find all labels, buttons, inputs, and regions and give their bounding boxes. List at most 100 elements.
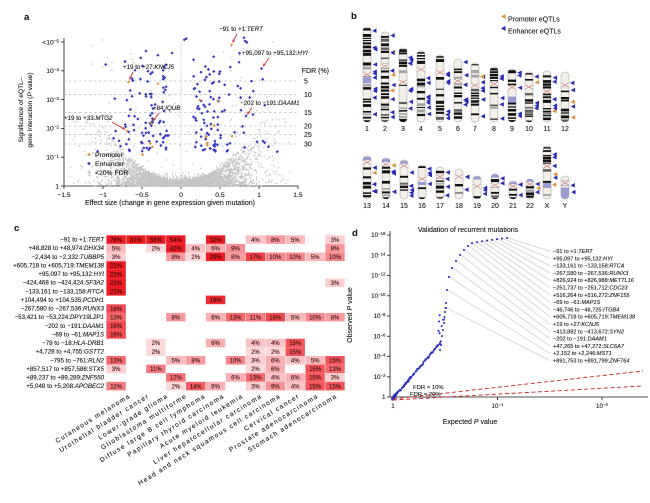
svg-text:6%: 6% [211, 315, 220, 321]
svg-text:−0.5: −0.5 [135, 192, 149, 199]
svg-text:0: 0 [179, 192, 183, 199]
svg-text:5%: 5% [112, 246, 121, 252]
svg-text:6: 6 [456, 126, 460, 133]
svg-text:10−4: 10−4 [46, 67, 59, 75]
svg-text:+47,265 to +47,272:SLC6A7: +47,265 to +47,272:SLC6A7 [553, 344, 625, 350]
svg-text:8: 8 [492, 126, 496, 133]
svg-text:3%: 3% [112, 367, 121, 373]
svg-text:+605,718 to +605,719:TMEM138: +605,718 to +605,719:TMEM138 [553, 315, 636, 321]
svg-text:3%: 3% [331, 376, 340, 382]
svg-text:10−2: 10−2 [46, 125, 59, 133]
svg-text:17%: 17% [249, 255, 262, 261]
svg-text:1: 1 [382, 394, 386, 401]
svg-text:<20% FDR: <20% FDR [95, 170, 129, 177]
svg-text:16%: 16% [269, 315, 282, 321]
svg-text:4%: 4% [291, 384, 300, 390]
svg-text:22: 22 [526, 203, 534, 210]
svg-text:15%: 15% [329, 384, 342, 390]
svg-text:5: 5 [304, 79, 308, 86]
svg-text:15: 15 [400, 203, 408, 210]
svg-text:3%: 3% [251, 359, 260, 365]
svg-text:10: 10 [525, 126, 533, 133]
svg-text:9: 9 [510, 126, 514, 133]
svg-text:3: 3 [401, 126, 405, 133]
svg-text:−267,580 to −267,536:RUNX3: −267,580 to −267,536:RUNX3 [553, 271, 629, 277]
svg-text:15%: 15% [289, 350, 302, 356]
svg-text:Enhancer: Enhancer [95, 161, 125, 168]
svg-text:+19 to +27:KCNJ5: +19 to +27:KCNJ5 [553, 322, 600, 328]
svg-text:10%: 10% [289, 255, 302, 261]
svg-text:20: 20 [304, 124, 312, 131]
svg-text:8%: 8% [231, 255, 240, 261]
svg-text:+891,753 to +891,799:ZNF764: +891,753 to +891,799:ZNF764 [553, 359, 630, 365]
svg-text:30: 30 [304, 142, 312, 149]
svg-text:13%: 13% [249, 376, 262, 382]
svg-text:1: 1 [55, 183, 59, 190]
svg-text:+89,237 to +89,289:ZNF550: +89,237 to +89,289:ZNF550 [26, 375, 104, 382]
svg-text:10−12: 10−12 [371, 272, 386, 280]
svg-text:−202 to −191:DAAM1: −202 to −191:DAAM1 [553, 337, 607, 343]
svg-text:4%: 4% [251, 238, 260, 244]
svg-text:4%: 4% [271, 376, 280, 382]
svg-text:8%: 8% [331, 246, 340, 252]
svg-text:Promoter: Promoter [95, 152, 124, 159]
svg-text:9%: 9% [231, 246, 240, 252]
svg-text:2%: 2% [152, 246, 161, 252]
svg-text:19%: 19% [210, 298, 223, 304]
svg-text:21%: 21% [110, 264, 123, 270]
svg-text:58%: 58% [150, 238, 163, 244]
svg-text:15%: 15% [309, 384, 322, 390]
svg-text:10−3: 10−3 [46, 96, 59, 104]
svg-text:FDR (%): FDR (%) [302, 68, 329, 75]
svg-text:+857,517 to +857,586:STX5: +857,517 to +857,586:STX5 [26, 366, 104, 373]
svg-text:+19 to +27:KNCJ5: +19 to +27:KNCJ5 [123, 64, 174, 71]
svg-text:b: b [351, 11, 357, 22]
svg-text:Y: Y [563, 203, 568, 210]
svg-text:4%: 4% [191, 246, 200, 252]
svg-text:−202 to −191:DAAM1: −202 to −191:DAAM1 [44, 323, 104, 330]
svg-text:+826,924 to +826,988:METTL16: +826,924 to +826,988:METTL16 [553, 278, 635, 284]
svg-text:10%: 10% [269, 255, 282, 261]
svg-text:Enhancer eQTLs: Enhancer eQTLs [508, 29, 561, 36]
svg-text:+95,097 to +95,132:HYI: +95,097 to +95,132:HYI [38, 271, 104, 278]
svg-text:4%: 4% [271, 341, 280, 347]
svg-text:15: 15 [304, 110, 312, 117]
svg-text:−78 to −18:HLA-DRB1: −78 to −18:HLA-DRB1 [42, 340, 104, 347]
svg-text:11%: 11% [150, 367, 162, 373]
svg-text:8%: 8% [171, 255, 180, 261]
svg-text:5%: 5% [311, 359, 320, 365]
svg-text:13%: 13% [110, 315, 123, 321]
svg-text:−69 to −61:MAP1S: −69 to −61:MAP1S [52, 331, 105, 338]
svg-text:10−16: 10−16 [371, 231, 386, 239]
svg-text:1.5: 1.5 [293, 192, 303, 199]
svg-text:32%: 32% [210, 238, 223, 244]
svg-text:10−8: 10−8 [374, 312, 386, 320]
svg-text:−133,161 to −133,158:RTCA: −133,161 to −133,158:RTCA [25, 288, 104, 295]
svg-text:Expected P value: Expected P value [443, 419, 498, 426]
svg-text:1: 1 [365, 126, 369, 133]
svg-text:1: 1 [391, 403, 395, 410]
svg-text:2%: 2% [152, 350, 161, 356]
svg-text:gene interaction (P value): gene interaction (P value) [27, 72, 34, 147]
svg-text:10: 10 [304, 92, 312, 99]
svg-text:+48,828 to +48,974:DHX34: +48,828 to +48,974:DHX34 [29, 245, 105, 252]
svg-text:20: 20 [491, 203, 499, 210]
svg-text:6%: 6% [211, 246, 220, 252]
svg-text:4%: 4% [251, 341, 260, 347]
svg-text:2%: 2% [251, 367, 260, 373]
svg-text:15%: 15% [329, 359, 342, 365]
svg-text:2%: 2% [191, 255, 200, 261]
svg-text:+605,718 to +605,719:TMEM138: +605,718 to +605,719:TMEM138 [13, 263, 104, 270]
svg-text:0.5: 0.5 [215, 192, 225, 199]
svg-text:14: 14 [382, 203, 390, 210]
svg-text:10−10: 10−10 [371, 292, 386, 300]
svg-text:−91 to +1:TERT: −91 to +1:TERT [60, 237, 105, 244]
svg-text:6%: 6% [271, 367, 280, 373]
svg-text:−1.5: −1.5 [57, 192, 71, 199]
svg-text:6%: 6% [291, 376, 300, 382]
svg-text:−53,421 to −53,224:DPY19L2P1: −53,421 to −53,224:DPY19L2P1 [15, 314, 104, 321]
svg-text:10−1: 10−1 [46, 154, 59, 162]
svg-text:+4,728 to +4,755:GSTT2: +4,728 to +4,755:GSTT2 [36, 349, 105, 356]
svg-text:FDR = 20%: FDR = 20% [410, 392, 441, 398]
svg-text:5: 5 [438, 126, 442, 133]
